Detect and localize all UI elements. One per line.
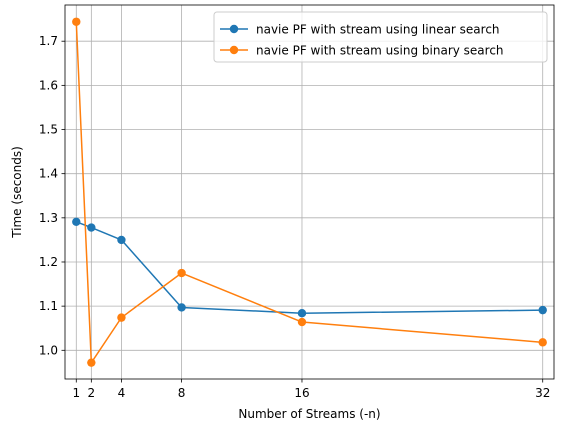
legend-label-2: navie PF with stream using binary search <box>256 44 504 58</box>
x-tick-label: 2 <box>88 386 96 400</box>
y-tick-label: 1.2 <box>39 255 58 269</box>
y-tick-label: 1.7 <box>39 34 58 48</box>
data-point <box>538 305 547 315</box>
legend-marker-2 <box>229 45 239 55</box>
data-point <box>117 313 126 322</box>
x-tick-label: 32 <box>535 386 550 400</box>
ticks: 1 2 4 8 16 32 1.0 1.1 1.2 1.3 1.4 1.5 1.6 1.7 <box>39 34 550 400</box>
x-tick-label: 8 <box>178 386 186 400</box>
y-axis-label: Time (seconds) <box>10 146 24 239</box>
data-point <box>72 217 81 227</box>
x-tick-label: 1 <box>72 386 80 400</box>
x-tick-label: 4 <box>118 386 126 400</box>
x-axis-label: Number of Streams (-n) <box>238 407 380 421</box>
data-point <box>538 338 547 347</box>
legend-label-1: navie PF with stream using linear search <box>256 23 500 37</box>
y-tick-label: 1.6 <box>39 78 58 92</box>
series-layer <box>72 17 547 367</box>
y-tick-label: 1.3 <box>39 211 58 225</box>
data-point <box>177 268 186 278</box>
y-tick-label: 1.0 <box>39 343 58 357</box>
x-tick-label: 16 <box>294 386 309 400</box>
legend-frame <box>213 11 548 63</box>
series-line-2 <box>75 21 543 364</box>
plot-frame <box>64 4 555 380</box>
data-point <box>87 223 96 232</box>
data-point <box>297 317 307 327</box>
data-point <box>72 17 81 26</box>
y-tick-label: 1.1 <box>39 299 58 313</box>
data-point <box>87 358 96 367</box>
legend-marker-1 <box>229 24 239 34</box>
y-tick-label: 1.5 <box>39 123 58 137</box>
data-point <box>297 309 307 318</box>
legend: navie PF with stream using linear search… <box>213 11 548 63</box>
y-tick-label: 1.4 <box>39 167 58 181</box>
data-point <box>177 303 186 312</box>
data-point <box>117 235 126 245</box>
